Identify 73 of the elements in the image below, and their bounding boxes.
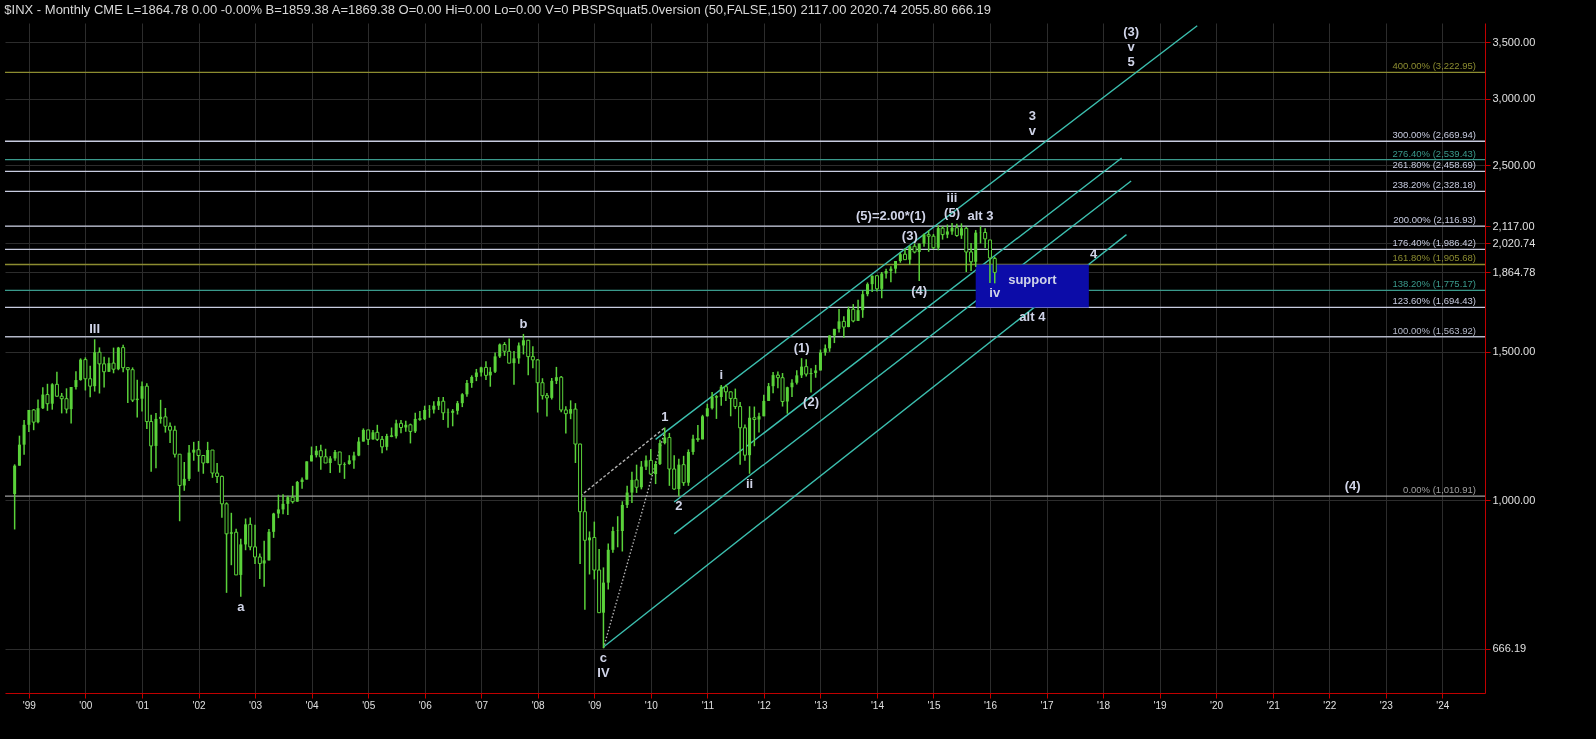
x-tick-label: '19 [1153,699,1168,711]
annotation: III [89,321,101,337]
x-tick-label: '14 [870,699,885,711]
ref-line-label: 300.00% (2,669.94) [1392,129,1476,141]
x-tick-label: '10 [644,699,659,711]
y-tick-label: 666.19 [1492,642,1527,655]
annotation: iii [946,189,958,205]
annotation: 1 [661,409,669,425]
x-tick-label: '24 [1436,699,1450,711]
ref-line-label: 200.00% (2,116.93) [1393,214,1476,226]
annotation: v [1028,123,1037,139]
annotation: v [1127,39,1136,55]
x-tick-label: '12 [757,699,772,711]
annotation: alt 4 [1019,309,1047,325]
ref-line-label: 400.00% (3,222.95) [1392,60,1476,72]
x-tick-label: '17 [1040,699,1055,711]
annotation: 4 [1090,246,1099,262]
x-tick-label: '05 [362,699,376,711]
annotation: a [237,598,246,614]
x-tick-label: '20 [1210,699,1224,711]
ref-line-label: 161.80% (1,905.68) [1392,252,1476,264]
annotation: (5)=2.00*(1) [856,208,926,224]
annotation: b [519,315,528,331]
y-tick-label: 3,500.00 [1492,35,1536,48]
ref-line-label: 276.40% (2,539.43) [1392,147,1476,159]
ref-line-label: 0.00% (1,010.91) [1403,484,1476,496]
x-tick-label: '99 [22,699,37,711]
annotation: (3) [1123,24,1140,40]
ref-line-label: 176.40% (1,986.42) [1392,237,1476,249]
ref-line-label: 100.00% (1,563.92) [1392,324,1476,336]
x-tick-label: '13 [814,699,828,711]
x-tick-label: '03 [249,699,263,711]
y-tick-label: 1,500.00 [1492,345,1536,358]
annotation: ii [745,475,754,491]
annotation: (3) [901,227,918,243]
x-tick-label: '16 [983,699,998,711]
annotation: alt 3 [967,208,994,224]
x-tick-label: '09 [588,699,602,711]
annotation: IV [597,665,610,681]
annotation: c [599,650,608,666]
x-tick-label: '21 [1266,699,1281,711]
ref-line-label: 138.20% (1,775.17) [1392,278,1476,290]
annotation: (2) [803,394,819,410]
x-tick-label: '00 [79,699,93,711]
annotation: 2 [675,498,683,514]
x-tick-label: '04 [305,699,319,711]
y-tick-label: 3,000.00 [1492,92,1536,105]
x-tick-label: '23 [1379,699,1394,711]
annotation: 3 [1028,108,1036,124]
chart-title: $INX - Monthly CME L=1864.78 0.00 -0.00% B=1859.38 A=1869.38 O=0.00 Hi=0.00 Lo=0.00 V=0 PBSPSquat5.0version (50,FALSE,150) 2117.00 2020.74 2055.80 666.19 [4,2,992,17]
annotation: 5 [1127,54,1135,70]
ref-line-label: 261.80% (2,458.69) [1392,159,1476,171]
annotation: support [1008,272,1058,288]
x-tick-label: '06 [418,699,433,711]
y-tick-label: 2,500.00 [1492,158,1536,171]
annotation: i [719,367,724,383]
x-tick-label: '07 [475,699,489,711]
x-tick-label: '01 [136,699,150,711]
x-tick-label: '02 [192,699,206,711]
x-tick-label: '11 [701,699,715,711]
y-tick-label: 1,864.78 [1492,265,1536,278]
annotation: (4) [1344,478,1361,494]
x-tick-label: '22 [1323,699,1337,711]
annotation: (1) [793,340,810,356]
x-tick-label: '08 [531,699,546,711]
x-tick-label: '18 [1097,699,1111,711]
y-tick-label: 1,000.00 [1492,493,1536,506]
y-tick-label: 2,117.00 [1492,219,1535,232]
ref-line-label: 238.20% (2,328.18) [1392,179,1476,191]
ref-line-label: 123.60% (1,694.43) [1392,295,1476,307]
x-tick-label: '15 [927,699,941,711]
y-tick-label: 2,020.74 [1492,236,1536,249]
annotation: iv [989,285,1001,301]
